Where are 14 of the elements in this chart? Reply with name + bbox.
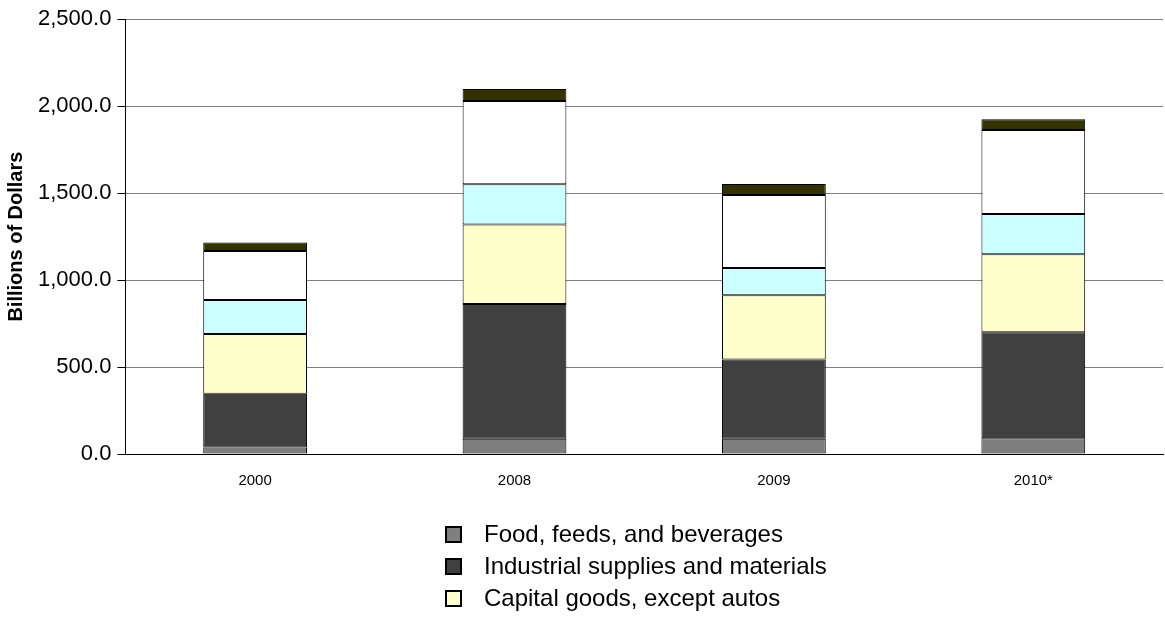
y-tick-label: 500.0 xyxy=(56,353,112,379)
y-tick-label: 0.0 xyxy=(80,440,112,466)
x-tick-label: 2010* xyxy=(1013,471,1054,489)
x-tick-label: 2000 xyxy=(238,471,272,489)
legend-label: Capital goods, except autos xyxy=(484,583,781,613)
x-tick-label: 2008 xyxy=(497,471,532,489)
y-tick-label: 2,000.0 xyxy=(38,92,112,118)
x-tick-label: 2009 xyxy=(757,471,791,489)
legend-label: Industrial supplies and materials xyxy=(484,551,827,581)
y-tick-label: 2,500.0 xyxy=(38,5,112,31)
y-axis-title: Billions of Dollars xyxy=(3,151,26,322)
y-tick-label: 1,500.0 xyxy=(38,179,112,205)
y-tick-label: 1,000.0 xyxy=(38,266,112,292)
legend-label: Food, feeds, and beverages xyxy=(484,519,783,549)
